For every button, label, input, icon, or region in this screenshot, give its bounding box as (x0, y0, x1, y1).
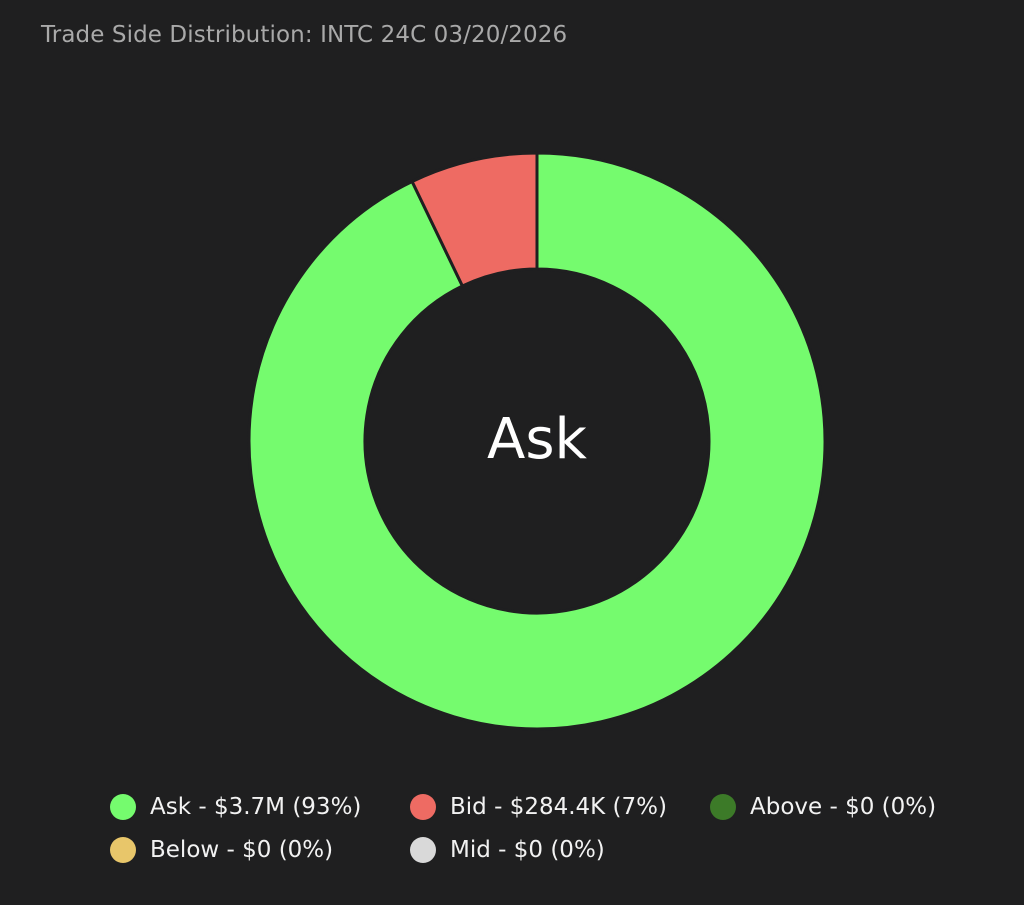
legend-item-ask[interactable]: Ask - $3.7M (93%) (110, 792, 361, 822)
legend-label: Mid - $0 (0%) (450, 837, 605, 863)
legend-dot-icon (710, 794, 736, 820)
legend-dot-icon (110, 794, 136, 820)
legend-dot-icon (110, 837, 136, 863)
legend-label: Bid - $284.4K (7%) (450, 794, 667, 820)
legend-label: Ask - $3.7M (93%) (150, 794, 362, 820)
legend-item-above[interactable]: Above - $0 (0%) (710, 792, 936, 822)
chart-title: Trade Side Distribution: INTC 24C 03/20/… (41, 22, 568, 48)
legend-dot-icon (410, 837, 436, 863)
legend-dot-icon (410, 794, 436, 820)
donut-slices (247, 151, 827, 731)
legend-item-below[interactable]: Below - $0 (0%) (110, 835, 333, 865)
donut-center-label: Ask (487, 407, 587, 472)
legend-item-bid[interactable]: Bid - $284.4K (7%) (410, 792, 667, 822)
donut-slice-ask[interactable] (247, 151, 827, 731)
legend-label: Above - $0 (0%) (750, 794, 937, 820)
legend-label: Below - $0 (0%) (150, 837, 334, 863)
donut-slice-bid[interactable] (410, 151, 539, 288)
legend-item-mid[interactable]: Mid - $0 (0%) (410, 835, 605, 865)
